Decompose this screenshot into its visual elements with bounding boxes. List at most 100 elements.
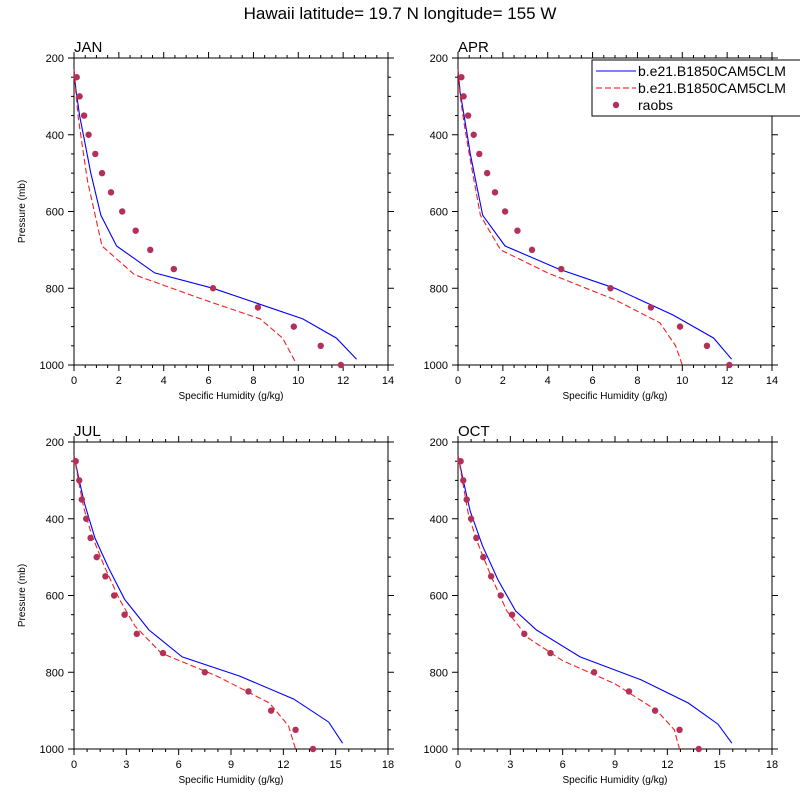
x-tick-label: 9 bbox=[612, 759, 618, 771]
model1-line bbox=[73, 455, 344, 744]
x-tick-label: 4 bbox=[161, 375, 167, 387]
raobs-point bbox=[73, 73, 80, 81]
model1-line bbox=[73, 69, 357, 360]
x-axis-label: Specific Humidity (g/kg) bbox=[178, 775, 283, 786]
x-tick-label: 2 bbox=[116, 375, 122, 387]
y-tick-label: 200 bbox=[46, 437, 64, 449]
raobs-point bbox=[457, 457, 464, 465]
raobs-point bbox=[267, 707, 275, 714]
y-tick-label: 800 bbox=[46, 667, 64, 679]
x-tick-label: 8 bbox=[634, 375, 640, 387]
y-tick-label: 600 bbox=[46, 591, 64, 603]
y-tick-label: 400 bbox=[46, 514, 64, 526]
raobs-point bbox=[102, 573, 109, 580]
model2-line bbox=[73, 69, 297, 364]
model1-line bbox=[457, 69, 733, 360]
panel-label: JUL bbox=[74, 423, 101, 440]
main-title: Hawaii latitude= 19.7 N longitude= 155 W bbox=[243, 4, 557, 23]
plot-frame bbox=[457, 441, 773, 750]
panel-jul: JUL 0 3 6 9 12 15 18 200 400 600 800 1000 Specific Hu… bbox=[17, 423, 394, 786]
raobs-point bbox=[121, 611, 128, 618]
x-tick-label: 0 bbox=[71, 759, 77, 771]
legend-label: b.e21.B1850CAM5CLM bbox=[638, 80, 786, 96]
raobs-point bbox=[647, 304, 655, 311]
x-tick-label: 4 bbox=[545, 375, 551, 387]
panel-label: OCT bbox=[458, 423, 490, 440]
y-tick-label: 800 bbox=[46, 283, 64, 295]
raobs-point bbox=[209, 285, 217, 292]
x-tick-label: 3 bbox=[123, 759, 129, 771]
x-tick-label: 15 bbox=[330, 759, 342, 771]
raobs-point bbox=[458, 73, 465, 81]
model2-line bbox=[457, 69, 683, 366]
model1-line bbox=[457, 455, 733, 744]
raobs-point bbox=[463, 496, 470, 503]
raobs-point bbox=[159, 649, 167, 657]
raobs-point bbox=[470, 131, 477, 138]
legend-marker-dot bbox=[612, 101, 620, 109]
raobs-point bbox=[83, 515, 90, 522]
panel-oct: OCT 0 3 6 9 12 15 18 200 400 600 800 1000 Specific Hu… bbox=[424, 423, 779, 786]
raobs-point bbox=[107, 189, 115, 196]
raobs-point bbox=[72, 457, 79, 465]
raobs-point bbox=[487, 573, 495, 580]
raobs-series bbox=[457, 457, 702, 753]
raobs-point bbox=[547, 649, 554, 657]
raobs-point bbox=[480, 553, 487, 561]
x-tick-label: 12 bbox=[721, 375, 733, 387]
raobs-point bbox=[337, 361, 345, 369]
x-tick-label: 2 bbox=[500, 375, 506, 387]
raobs-point bbox=[201, 669, 209, 676]
y-axis-label: Pressure (mb) bbox=[17, 180, 28, 243]
raobs-point bbox=[726, 361, 733, 369]
x-tick-label: 9 bbox=[228, 759, 234, 771]
raobs-point bbox=[254, 304, 262, 311]
x-tick-label: 15 bbox=[714, 759, 726, 771]
raobs-point bbox=[467, 515, 475, 522]
x-tick-label: 12 bbox=[337, 375, 349, 387]
raobs-point bbox=[132, 227, 139, 234]
plot-frame bbox=[73, 441, 389, 750]
raobs-point bbox=[476, 150, 483, 158]
raobs-point bbox=[464, 112, 472, 119]
x-tick-label: 14 bbox=[382, 375, 394, 387]
raobs-point bbox=[80, 112, 88, 119]
raobs-point bbox=[460, 93, 467, 100]
raobs-point bbox=[528, 246, 536, 254]
raobs-point bbox=[290, 323, 297, 330]
legend-label: raobs bbox=[638, 97, 673, 113]
x-axis-label: Specific Humidity (g/kg) bbox=[562, 391, 667, 402]
raobs-point bbox=[483, 169, 491, 177]
y-tick-label: 600 bbox=[46, 207, 64, 219]
y-tick-label: 200 bbox=[46, 53, 64, 65]
x-tick-label: 0 bbox=[71, 375, 77, 387]
raobs-point bbox=[85, 131, 92, 138]
raobs-point bbox=[473, 534, 480, 542]
raobs-point bbox=[491, 189, 499, 196]
raobs-point bbox=[651, 707, 659, 714]
y-tick-label: 800 bbox=[430, 283, 448, 295]
raobs-point bbox=[98, 169, 106, 177]
legend-label: b.e21.B1850CAM5CLM bbox=[638, 63, 786, 79]
raobs-point bbox=[703, 342, 711, 350]
raobs-point bbox=[521, 630, 528, 638]
y-tick-label: 400 bbox=[430, 514, 448, 526]
x-tick-label: 6 bbox=[176, 759, 182, 771]
x-axis-label: Specific Humidity (g/kg) bbox=[562, 775, 667, 786]
raobs-point bbox=[147, 246, 154, 254]
x-tick-label: 0 bbox=[455, 375, 461, 387]
x-tick-label: 8 bbox=[250, 375, 256, 387]
x-tick-label: 18 bbox=[382, 759, 394, 771]
y-tick-label: 600 bbox=[430, 207, 448, 219]
raobs-point bbox=[317, 342, 324, 350]
x-tick-label: 10 bbox=[292, 375, 304, 387]
y-tick-label: 1000 bbox=[40, 360, 64, 372]
y-axis-label: Pressure (mb) bbox=[17, 564, 28, 627]
x-axis-label: Specific Humidity (g/kg) bbox=[178, 391, 283, 402]
raobs-series bbox=[72, 457, 317, 753]
raobs-point bbox=[460, 477, 467, 484]
x-tick-label: 6 bbox=[206, 375, 212, 387]
x-tick-label: 3 bbox=[507, 759, 513, 771]
raobs-point bbox=[607, 285, 614, 292]
